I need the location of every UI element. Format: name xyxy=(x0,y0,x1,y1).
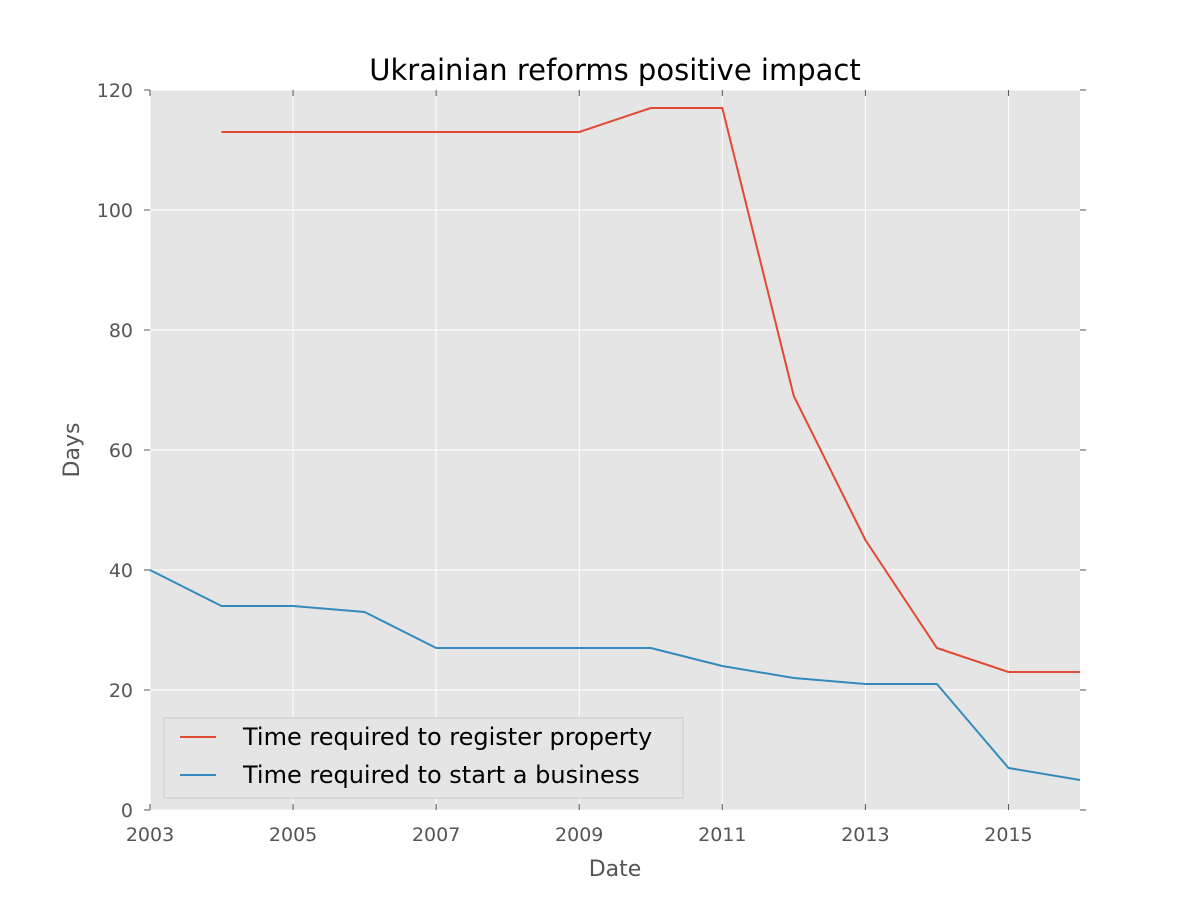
y-tick-label: 120 xyxy=(97,80,133,102)
legend: Time required to register property Time … xyxy=(163,717,684,799)
y-tick-label: 0 xyxy=(121,800,133,822)
series-lines xyxy=(149,107,1081,781)
legend-label-register-property: Time required to register property xyxy=(242,723,652,751)
series-line-0 xyxy=(221,107,1080,673)
y-tick-label: 60 xyxy=(109,440,133,462)
x-tick-label: 2011 xyxy=(698,824,746,846)
legend-label-start-business: Time required to start a business xyxy=(242,761,640,789)
legend-box xyxy=(163,717,684,799)
x-tick-label: 2003 xyxy=(126,824,174,846)
x-tick-label: 2015 xyxy=(984,824,1032,846)
x-axis-label: Date xyxy=(589,857,642,882)
gridlines xyxy=(149,89,1080,811)
y-tick-label: 80 xyxy=(109,320,133,342)
axis-ticks xyxy=(144,89,1086,811)
y-tick-label: 100 xyxy=(97,200,133,222)
tick-labels: 2003 2005 2007 2009 2011 2013 2015 0 20 40 60 80 100… xyxy=(97,80,1033,846)
x-tick-label: 2009 xyxy=(555,824,603,846)
y-tick-label: 40 xyxy=(109,560,133,582)
x-tick-label: 2013 xyxy=(841,824,889,846)
chart-title: Ukrainian reforms positive impact xyxy=(369,53,860,87)
y-axis-label: Days xyxy=(60,423,85,478)
x-tick-label: 2005 xyxy=(269,824,317,846)
y-tick-label: 20 xyxy=(109,680,133,702)
series-line-1 xyxy=(149,569,1081,781)
x-tick-label: 2007 xyxy=(412,824,460,846)
